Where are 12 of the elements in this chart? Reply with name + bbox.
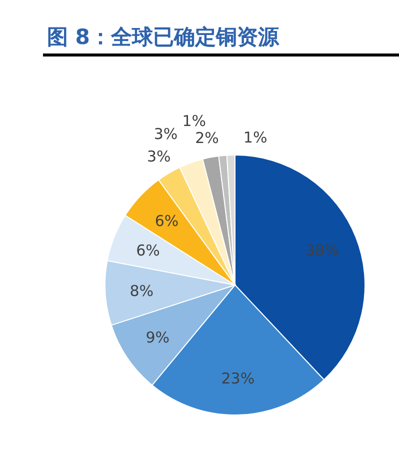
- data-label: 23%: [221, 370, 255, 388]
- data-label: 9%: [146, 328, 170, 347]
- data-label: 6%: [154, 212, 179, 230]
- data-label: 38%: [305, 242, 339, 260]
- chart-title: 图 8：全球已确定铜资源: [47, 25, 280, 49]
- data-label: 6%: [136, 242, 160, 260]
- data-label: 3%: [147, 147, 171, 166]
- data-label: 8%: [130, 282, 154, 300]
- data-label: 2%: [195, 129, 219, 148]
- data-label: 1%: [243, 128, 268, 147]
- data-label: 3%: [154, 124, 178, 143]
- data-label: 1%: [182, 112, 206, 130]
